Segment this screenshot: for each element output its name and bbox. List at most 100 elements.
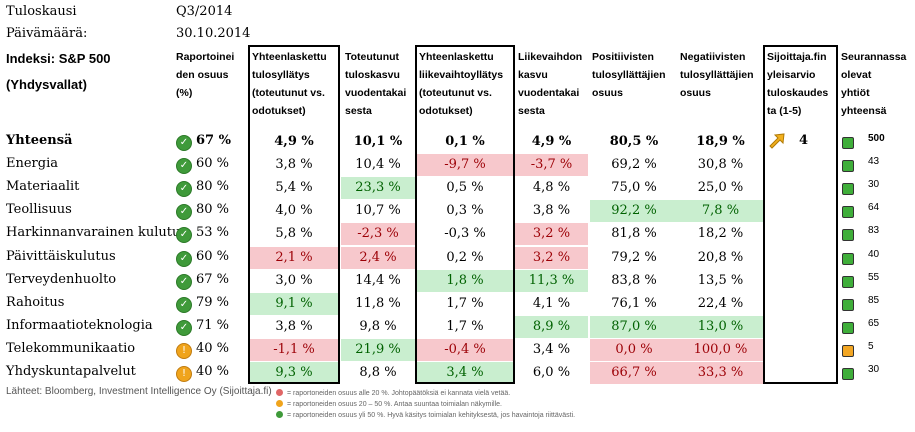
header-line: osuus <box>680 87 711 99</box>
header-line: ta (1-5) <box>767 105 802 117</box>
reported-share: 71 % <box>196 317 230 333</box>
check-circle-icon: ✓ <box>176 296 192 313</box>
warning-circle-icon: ! <box>176 366 192 382</box>
hdr-negative: Negatiivisten tulosyllättäjien osuus <box>680 48 754 102</box>
companies-count: 43 <box>868 156 880 168</box>
cell-growth: 14,4 % <box>355 272 401 288</box>
cell-neg: 22,4 % <box>697 295 744 311</box>
revenue-surprise-column-frame <box>415 45 515 384</box>
check-circle-icon: ✓ <box>176 204 192 221</box>
header-line: yhteensä <box>841 105 887 117</box>
reported-share: 53 % <box>196 225 230 241</box>
cell-pos: 75,0 % <box>611 180 657 196</box>
cell-revgrowth: 3,8 % <box>532 203 571 219</box>
cell-pos: 66,7 % <box>590 362 678 384</box>
header-line: sesta <box>518 105 545 117</box>
header-line: odotukset) <box>419 105 473 117</box>
cell-eps: 9,1 % <box>250 292 338 315</box>
cell-pos: 69,2 % <box>611 157 657 173</box>
hdr-reported: Raportoinei den osuus (%) <box>176 48 234 102</box>
cell-neg: 18,9 % <box>696 134 745 149</box>
cell-growth: 9,8 % <box>359 318 397 334</box>
reported-share: 40 % <box>196 364 230 379</box>
cell-pos: 87,0 % <box>590 315 678 338</box>
header-line: Yhteenlaskettu <box>419 51 494 63</box>
sector-name: Yhdyskuntapalvelut <box>6 364 136 379</box>
cell-rev: 1,7 % <box>446 318 484 334</box>
header-line: Negatiivisten <box>680 51 746 63</box>
companies-count: 85 <box>868 294 880 306</box>
table-row: Harkinnanvarainen kulutus ✓ 53 % 5,8 % -2,3 … <box>0 223 915 246</box>
header-line: (toteutunut vs. <box>252 87 325 99</box>
sector-name: Päivittäiskulutus <box>6 248 116 264</box>
sector-name: Yhteensä <box>6 133 73 148</box>
companies-count: 55 <box>868 271 880 283</box>
cell-revgrowth: 11,3 % <box>515 269 588 292</box>
check-circle-icon: ✓ <box>176 158 192 175</box>
cell-pos: 79,2 % <box>611 249 657 265</box>
cell-revgrowth: 3,4 % <box>532 341 571 357</box>
arrow-up-right-icon <box>767 131 787 155</box>
status-square-icon <box>842 252 854 265</box>
rating-column-frame <box>763 45 838 384</box>
sector-name: Rahoitus <box>6 294 65 310</box>
header-line: vuodentakai <box>345 87 407 99</box>
cell-neg: 25,0 % <box>697 180 744 196</box>
companies-count: 83 <box>868 225 880 237</box>
legend: = raportoneiden osuus alle 20 %. Johtopä… <box>276 388 575 421</box>
header-line: Sijoittaja.fin <box>767 51 827 63</box>
reported-share: 40 % <box>196 340 230 356</box>
cell-neg: 33,3 % <box>678 362 763 384</box>
hdr-rev-growth: Liikevaihdon kasvu vuodentakai sesta <box>518 48 582 120</box>
header-line: vuodentakai <box>518 87 580 99</box>
cell-growth: 2,4 % <box>341 246 415 269</box>
table-row: Yhteensä ✓ 67 % 4,9 % 10,1 % 0,1 % 4,9 % 80,5 %… <box>0 131 915 154</box>
index-country: (Yhdysvallat) <box>6 77 87 92</box>
status-square-icon <box>842 298 854 311</box>
cell-eps: 4,0 % <box>275 203 313 219</box>
cell-rev: 0,1 % <box>445 134 485 149</box>
hdr-positive: Positiivisten tulosyllättäjien osuus <box>592 48 666 102</box>
legend-item: = raportoneiden osuus alle 20 %. Johtopä… <box>276 388 575 399</box>
check-circle-icon: ✓ <box>176 181 192 198</box>
cell-eps: 4,9 % <box>274 134 314 149</box>
season-value: Q3/2014 <box>176 4 233 19</box>
hdr-companies: Seurannassa olevat yhtiöt yhteensä <box>841 48 906 120</box>
status-square-icon <box>842 321 854 334</box>
status-square-icon <box>842 344 854 357</box>
cell-growth: 11,8 % <box>355 295 401 311</box>
header-line: Positiivisten <box>592 51 654 63</box>
source-note: Lähteet: Bloomberg, Investment Intellige… <box>6 386 272 397</box>
cell-rev: -9,7 % <box>417 154 513 177</box>
warning-circle-icon: ! <box>176 342 192 359</box>
cell-growth: 10,4 % <box>355 157 401 173</box>
header-line: odotukset) <box>252 105 306 117</box>
date-label: Päivämäärä: <box>6 26 88 41</box>
companies-count: 30 <box>868 364 880 375</box>
header-line: liikevaihtoyllätys <box>419 69 504 81</box>
status-square-icon <box>842 160 854 173</box>
cell-revgrowth: 4,1 % <box>532 295 571 311</box>
legend-item: = raportoneiden osuus yli 50 %. Hyvä käs… <box>276 410 575 421</box>
hdr-rating: Sijoittaja.fin yleisarvio tuloskaudes ta (1… <box>767 48 828 120</box>
table-row: Telekommunikaatio! 40 % -1,1 % 21,9 % -0,4 %… <box>0 338 915 362</box>
header-line: den osuus <box>176 69 229 81</box>
status-square-icon <box>842 229 854 242</box>
cell-pos: 0,0 % <box>590 338 678 361</box>
cell-eps: 9,3 % <box>250 362 338 384</box>
cell-rev: 0,3 % <box>446 203 484 219</box>
sector-name: Energia <box>6 156 58 172</box>
hdr-rev-surprise: Yhteenlaskettu liikevaihtoyllätys (toteutu… <box>419 48 503 120</box>
cell-pos: 81,8 % <box>611 226 657 242</box>
table-row: Materiaalit ✓ 80 % 5,4 % 23,3 % 0,5 % 4,8 % 75,… <box>0 177 915 200</box>
header-line: tulosyllätys <box>252 69 310 81</box>
cell-rev: -0,4 % <box>417 338 513 361</box>
table-row: Energia ✓ 60 % 3,8 % 10,4 % -9,7 % -3,7 % 69,2 … <box>0 154 915 177</box>
status-square-icon <box>842 206 854 219</box>
cell-growth: 10,1 % <box>353 134 403 149</box>
reported-share: 67 % <box>196 133 231 148</box>
header-line: olevat <box>841 69 872 81</box>
legend-dot-icon <box>276 400 283 407</box>
cell-neg: 18,2 % <box>697 226 744 242</box>
cell-revgrowth: 4,9 % <box>531 134 572 149</box>
